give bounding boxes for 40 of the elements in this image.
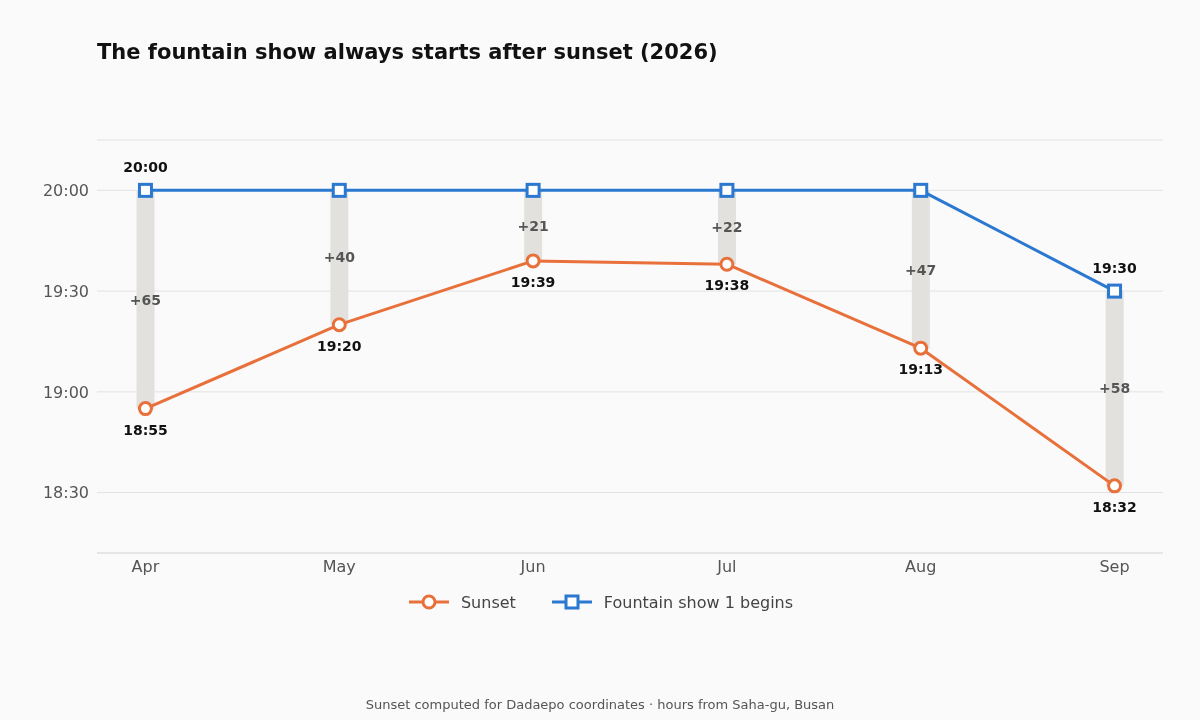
legend-label: Fountain show 1 begins [603, 592, 794, 612]
data-label: 18:32 [1092, 498, 1137, 515]
point [913, 182, 929, 198]
data-label: 19:39 [510, 273, 556, 290]
data-label: 19:38 [704, 277, 750, 294]
x-tick-label: Apr [131, 557, 160, 577]
point [719, 256, 735, 272]
x-tick-label: May [322, 557, 356, 577]
point [525, 182, 541, 198]
data-label: 20:00 [123, 159, 168, 176]
y-tick-label: 19:30 [42, 281, 89, 301]
x-tick-label: Jul [716, 557, 737, 577]
y-tick-label: 20:00 [42, 181, 89, 201]
annotation: +40 [323, 249, 356, 266]
data-label: 18:55 [123, 421, 168, 438]
y-tick-label: 19:00 [42, 382, 89, 402]
point [719, 182, 735, 198]
point [1107, 283, 1123, 299]
x-tick-label: Aug [905, 557, 937, 577]
chart-title: The fountain show always starts after sunset (2026) [97, 40, 718, 64]
point [913, 340, 929, 356]
x-tick-label: Sep [1099, 557, 1130, 577]
data-label: 19:30 [1092, 260, 1138, 277]
text: Sunset computed for Dadaepo coordinates · hours from Saha-gu, Busan [364, 697, 836, 712]
data-label: 19:20 [316, 337, 362, 354]
point [137, 182, 153, 198]
point [331, 317, 347, 333]
annotation: +58 [1098, 380, 1131, 397]
point [137, 401, 153, 417]
point [525, 253, 541, 269]
annotation: +47 [905, 261, 937, 278]
legend-label: Sunset [460, 592, 516, 612]
data-label: 19:13 [898, 361, 944, 378]
annotation: +21 [517, 217, 549, 234]
point [1107, 478, 1123, 494]
x-tick-label: Jun [519, 557, 546, 577]
annotation: +65 [129, 291, 162, 308]
y-tick-label: 18:30 [42, 483, 89, 503]
annotation: +22 [711, 218, 743, 235]
point [331, 182, 347, 198]
